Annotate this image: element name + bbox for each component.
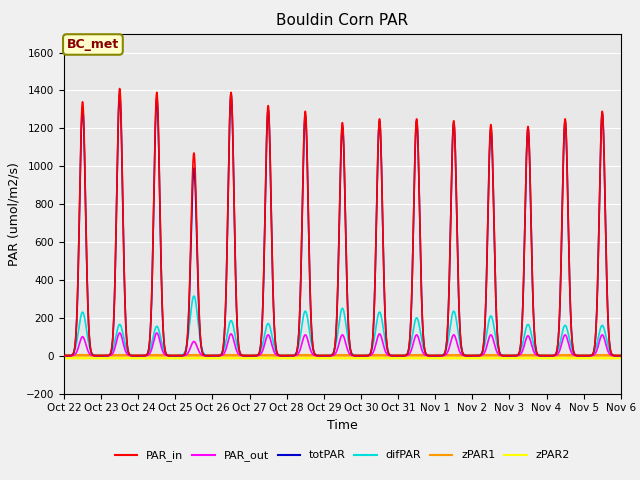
Text: BC_met: BC_met <box>67 38 119 51</box>
Y-axis label: PAR (umol/m2/s): PAR (umol/m2/s) <box>7 162 20 265</box>
Legend: PAR_in, PAR_out, totPAR, difPAR, zPAR1, zPAR2: PAR_in, PAR_out, totPAR, difPAR, zPAR1, … <box>111 446 574 466</box>
Title: Bouldin Corn PAR: Bouldin Corn PAR <box>276 13 408 28</box>
X-axis label: Time: Time <box>327 419 358 432</box>
